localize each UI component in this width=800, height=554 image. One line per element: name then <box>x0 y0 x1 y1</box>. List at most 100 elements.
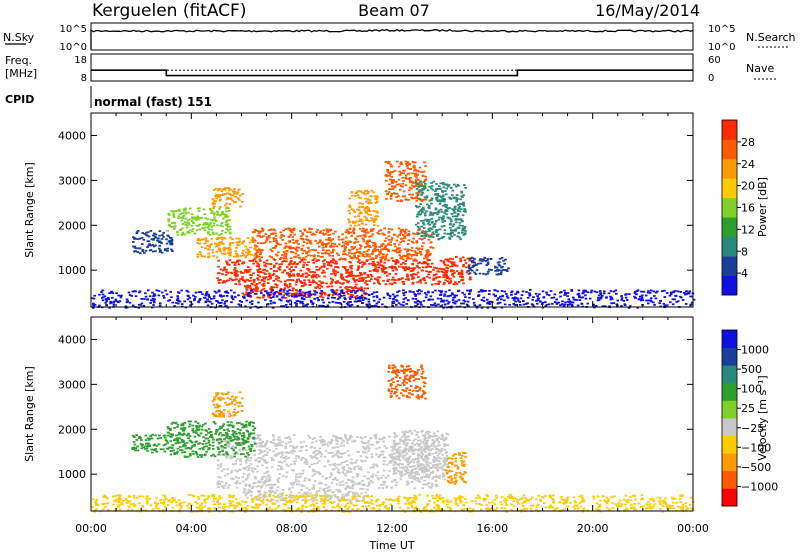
velocity-echo-cell <box>338 481 342 484</box>
power-echo-cell <box>118 300 122 303</box>
power-echo-cell <box>284 304 288 306</box>
power-echo-cell <box>656 290 659 293</box>
power-echo-cell <box>294 289 298 291</box>
power-echo-cell <box>330 289 334 292</box>
power-echo-cell <box>345 229 349 231</box>
velocity-echo-cell <box>276 500 280 503</box>
power-echo-cell <box>249 296 253 298</box>
velocity-echo-cell <box>393 452 396 455</box>
power-echo-cell <box>420 248 424 251</box>
power-echo-cell <box>322 269 325 272</box>
velocity-echo-cell <box>423 439 426 441</box>
velocity-echo-cell <box>364 451 368 454</box>
power-echo-cell <box>279 243 282 246</box>
power-echo-cell <box>262 287 266 290</box>
power-echo-cell <box>448 260 451 263</box>
nsky-tick-low: 10^0 <box>60 42 87 53</box>
power-echo-cell <box>248 270 251 273</box>
velocity-echo-cell <box>347 439 351 441</box>
power-echo-cell <box>418 237 422 240</box>
power-echo-cell <box>210 218 213 221</box>
power-echo-cell <box>421 210 424 213</box>
power-echo-cell <box>424 296 428 299</box>
velocity-echo-cell <box>275 443 278 446</box>
power-echo-cell <box>148 295 152 298</box>
power-echo-cell <box>164 289 167 292</box>
power-echo-cell <box>332 272 336 274</box>
power-echo-cell <box>289 250 293 253</box>
power-echo-cell <box>199 253 202 256</box>
power-echo-cell <box>408 253 411 256</box>
power-echo-cell <box>371 241 375 244</box>
power-echo-cell <box>136 230 140 232</box>
power-echo-cell <box>160 251 164 254</box>
velocity-echo-cell <box>239 460 242 463</box>
power-echo-cell <box>370 275 374 278</box>
power-echo-cell <box>338 258 341 261</box>
power-echo-cell <box>225 206 229 209</box>
power-echo-cell <box>231 194 235 197</box>
velocity-echo-cell <box>326 494 330 496</box>
power-echo-cell <box>514 293 517 295</box>
power-echo-cell <box>352 289 355 292</box>
power-colorbar-tick-label: 12 <box>741 223 755 236</box>
velocity-echo-cell <box>325 443 328 446</box>
power-echo-cell <box>142 238 146 241</box>
power-echo-cell <box>261 228 265 231</box>
velocity-echo-cell <box>413 487 416 490</box>
velocity-echo-cell <box>234 476 238 479</box>
power-echo-cell <box>367 210 370 213</box>
power-echo-cell <box>522 303 526 306</box>
power-echo-cell <box>451 189 455 192</box>
velocity-echo-cell <box>411 465 414 468</box>
velocity-echo-cell <box>227 446 230 448</box>
freq-label-line1: Freq. <box>5 54 32 67</box>
power-echo-cell <box>221 299 224 302</box>
power-echo-cell <box>176 295 179 297</box>
power-echo-cell <box>265 259 269 262</box>
power-echo-cell <box>275 275 278 277</box>
power-echo-cell <box>369 230 373 233</box>
velocity-echo-cell <box>423 479 426 482</box>
power-echo-cell <box>599 296 603 299</box>
power-echo-cell <box>373 243 377 246</box>
power-echo-cell <box>379 252 382 255</box>
power-echo-cell <box>482 259 485 261</box>
power-echo-cell <box>311 281 314 284</box>
power-echo-cell <box>272 286 276 289</box>
power-echo-cell <box>200 255 204 258</box>
power-echo-cell <box>646 291 650 294</box>
power-echo-cell <box>499 273 503 276</box>
power-echo-cell <box>436 200 440 202</box>
power-echo-cell <box>254 229 257 232</box>
power-echo-cell <box>360 280 363 282</box>
power-echo-cell <box>146 298 150 300</box>
power-echo-cell <box>398 247 401 249</box>
power-echo-cell <box>245 251 248 254</box>
power-echo-cell <box>321 232 324 235</box>
power-echo-cell <box>101 289 104 292</box>
power-echo-cell <box>225 295 229 297</box>
power-echo-cell <box>446 302 450 305</box>
power-echo-cell <box>428 205 431 207</box>
power-echo-cell <box>435 193 438 195</box>
power-echo-cell <box>396 261 400 264</box>
velocity-echo-cell <box>245 478 248 481</box>
power-echo-cell <box>424 282 428 285</box>
power-echo-cell <box>209 208 212 210</box>
velocity-echo-cell <box>253 454 257 456</box>
velocity-echo-cell <box>391 459 395 462</box>
power-echo-cell <box>559 291 562 294</box>
velocity-echo-cell <box>257 481 260 483</box>
power-echo-cell <box>674 294 677 297</box>
power-echo-cell <box>359 234 362 237</box>
power-echo-cell <box>315 282 318 284</box>
velocity-echo-cell <box>243 489 247 492</box>
power-echo-cell <box>327 239 331 241</box>
power-colorbar-tick-label: 24 <box>741 158 755 171</box>
power-echo-cell <box>189 207 192 210</box>
power-echo-cell <box>445 271 448 274</box>
velocity-echo-cell <box>382 469 386 472</box>
power-echo-cell <box>494 266 497 269</box>
velocity-echo-cell <box>281 475 285 477</box>
